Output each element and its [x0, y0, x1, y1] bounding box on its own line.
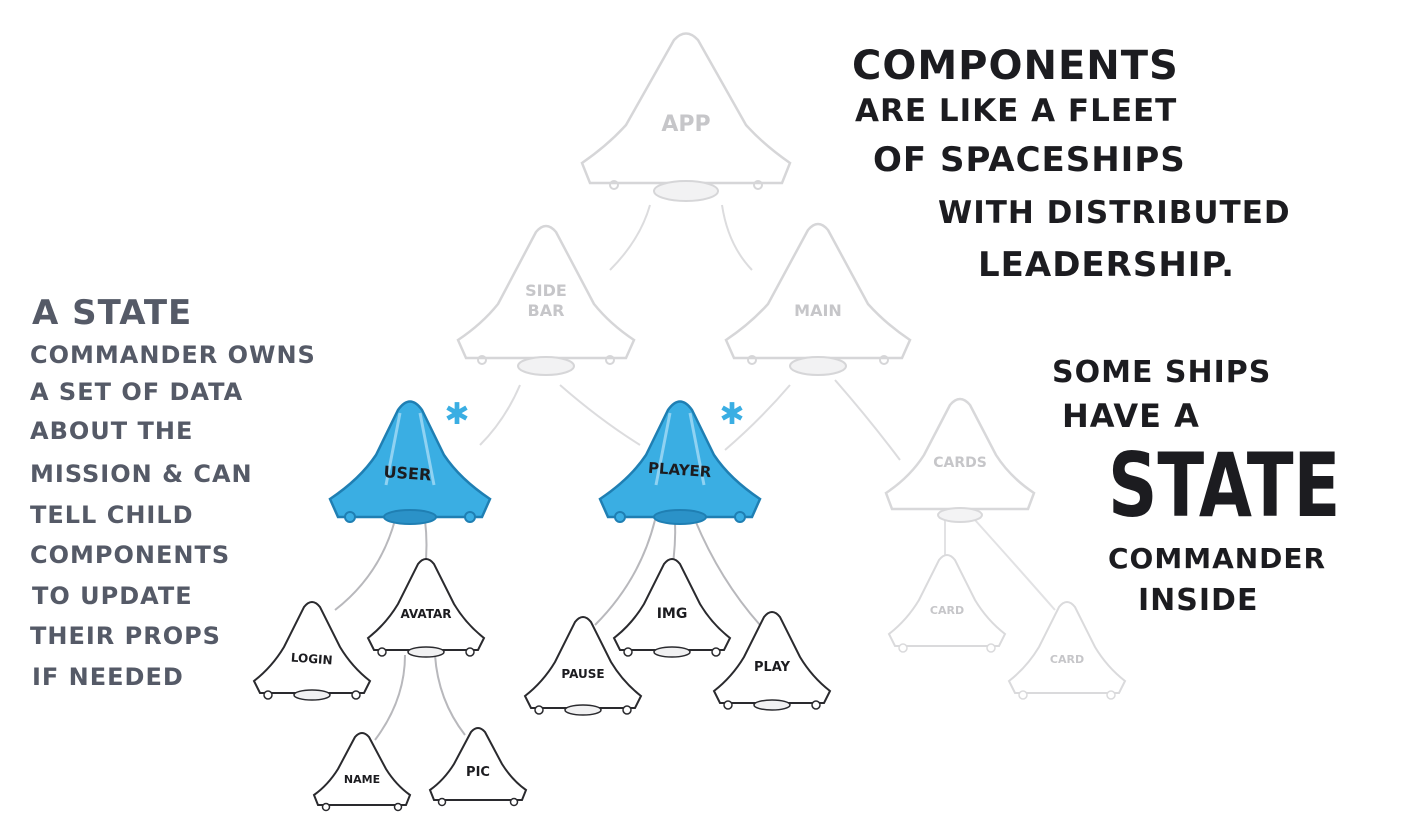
- ship-label-avatar: AVATAR: [400, 607, 451, 621]
- left-note-line-1: A STATE: [32, 293, 193, 333]
- ship-label-sidebar-1: SIDE: [525, 281, 567, 300]
- ship-login[interactable]: LOGIN: [252, 601, 372, 701]
- ship-label-player: PLAYER: [647, 459, 712, 481]
- ship-card-2[interactable]: CARD: [1007, 601, 1127, 700]
- right-note-line-3: COMMANDER: [1108, 542, 1327, 575]
- ship-label-pause: PAUSE: [561, 667, 604, 681]
- ship-label-card-2: CARD: [1050, 653, 1084, 666]
- connector-player-pause: [594, 519, 656, 626]
- connector-app-sidebar: [609, 204, 651, 271]
- ship-label-img: IMG: [657, 606, 688, 622]
- ship-card-1[interactable]: CARD: [887, 554, 1007, 653]
- ship-label-login: LOGIN: [290, 651, 333, 668]
- right-note-state: STATE: [1108, 434, 1341, 537]
- star-icon-user: ✱: [444, 397, 469, 432]
- ship-label-sidebar-2: BAR: [528, 301, 565, 320]
- ship-name[interactable]: NAME: [312, 732, 412, 812]
- heading-line-3: OF SPACESHIPS: [873, 140, 1186, 180]
- heading-line-5: LEADERSHIP.: [978, 245, 1236, 285]
- ship-main[interactable]: MAIN: [724, 222, 912, 376]
- connector-player-play: [694, 519, 761, 626]
- ship-app[interactable]: APP: [580, 32, 792, 202]
- connector-main-player: [724, 384, 791, 451]
- right-note-line-2: HAVE A: [1062, 397, 1200, 435]
- heading-line-1: COMPONENTS: [852, 43, 1179, 89]
- connector-app-main: [721, 204, 753, 271]
- ship-label-card-1: CARD: [930, 604, 964, 617]
- ship-player[interactable]: PLAYER: [598, 400, 762, 525]
- left-note-line-8: TO UPDATE: [32, 582, 193, 610]
- ship-play[interactable]: PLAY: [712, 611, 832, 711]
- ship-avatar[interactable]: AVATAR: [366, 558, 486, 658]
- left-note-line-9: THEIR PROPS: [30, 622, 221, 650]
- ship-label-pic: PIC: [466, 765, 490, 780]
- right-note-line-4: INSIDE: [1138, 583, 1259, 618]
- connector-main-cards: [834, 379, 901, 461]
- left-note-line-10: IF NEEDED: [32, 663, 184, 691]
- ship-label-play: PLAY: [754, 660, 791, 675]
- connector-sidebar-user: [479, 384, 521, 446]
- left-note-line-5: MISSION & CAN: [30, 460, 253, 488]
- ship-pic[interactable]: PIC: [428, 727, 528, 807]
- right-note-line-1: SOME SHIPS: [1052, 355, 1272, 390]
- ship-label-name: NAME: [344, 773, 380, 786]
- ship-user[interactable]: USER: [328, 400, 492, 525]
- left-note-line-4: ABOUT THE: [30, 417, 194, 445]
- ship-label-user: USER: [383, 462, 432, 484]
- connector-avatar-pic: [434, 654, 466, 736]
- star-icon-player: ✱: [719, 397, 744, 432]
- left-note-line-7: COMPONENTS: [30, 541, 231, 569]
- left-note-line-2: COMMANDER OWNS: [30, 341, 316, 369]
- connector-avatar-name: [374, 654, 406, 741]
- connector-sidebar-player: [559, 384, 641, 446]
- ship-label-app: APP: [661, 112, 710, 137]
- heading-line-2: ARE LIKE A FLEET: [855, 93, 1178, 129]
- connector-user-login: [334, 519, 396, 611]
- ship-sidebar[interactable]: SIDE BAR: [456, 224, 636, 376]
- ship-pause[interactable]: PAUSE: [523, 616, 643, 716]
- left-note-line-3: A SET OF DATA: [30, 378, 244, 406]
- ship-label-main: MAIN: [794, 301, 842, 320]
- ship-cards[interactable]: CARDS: [884, 397, 1036, 523]
- heading-line-4: WITH DISTRIBUTED: [938, 195, 1291, 231]
- ship-img[interactable]: IMG: [612, 558, 732, 658]
- ship-label-cards: CARDS: [933, 455, 987, 471]
- left-note-line-6: TELL CHILD: [30, 501, 194, 529]
- connector-cards-card2: [974, 519, 1056, 611]
